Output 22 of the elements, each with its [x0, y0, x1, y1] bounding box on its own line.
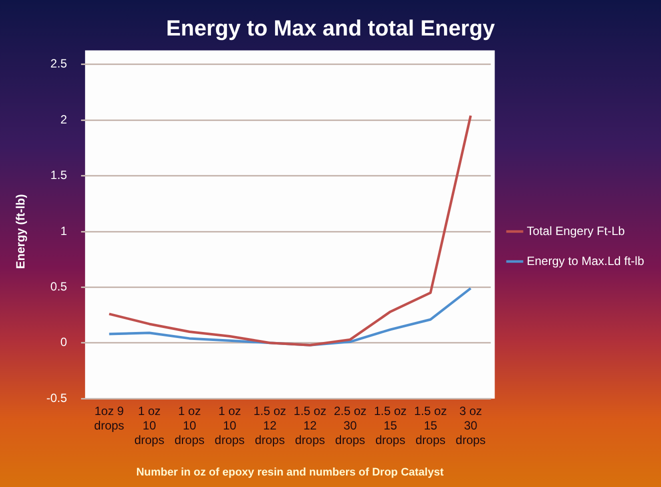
x-tick-label: 3 oz 30 drops — [456, 404, 486, 447]
x-tick-label: 1oz 9 drops — [94, 404, 124, 433]
x-tick-label: 1 oz 10 drops — [134, 404, 164, 447]
x-tick-label: 1 oz 10 drops — [174, 404, 205, 447]
y-axis-title: Energy (ft-lb) — [14, 194, 28, 269]
x-axis-title: Number in oz of epoxy resin and numbers of Drop Catalyst — [136, 466, 444, 478]
y-tick-label: 2.5 — [50, 56, 68, 71]
y-tick-label: -0.5 — [46, 390, 68, 405]
x-tick-label: 2.5 oz 30 drops — [334, 404, 367, 447]
y-tick-label: 0 — [60, 335, 68, 350]
y-tick-label: 1.5 — [50, 168, 68, 182]
y-tick-label: 1 — [60, 224, 68, 238]
chart-title: Energy to Max and total Energy — [166, 15, 496, 40]
x-tick-label: 1.5 oz 12 drops — [294, 404, 326, 447]
x-tick-label: 1.5 oz 15 drops — [414, 404, 447, 447]
y-tick-label: 0.5 — [50, 280, 68, 294]
x-tick-label: 1.5 oz 12 drops — [253, 404, 286, 447]
legend-label: Total Engery Ft-Lb — [526, 224, 626, 238]
x-tick-label: 1 oz 10 drops — [214, 404, 245, 447]
y-tick-label: 2 — [60, 112, 68, 126]
legend-label: Energy to Max.Ld ft-lb — [526, 254, 644, 268]
x-tick-label: 1.5 oz 15 drops — [374, 404, 407, 447]
